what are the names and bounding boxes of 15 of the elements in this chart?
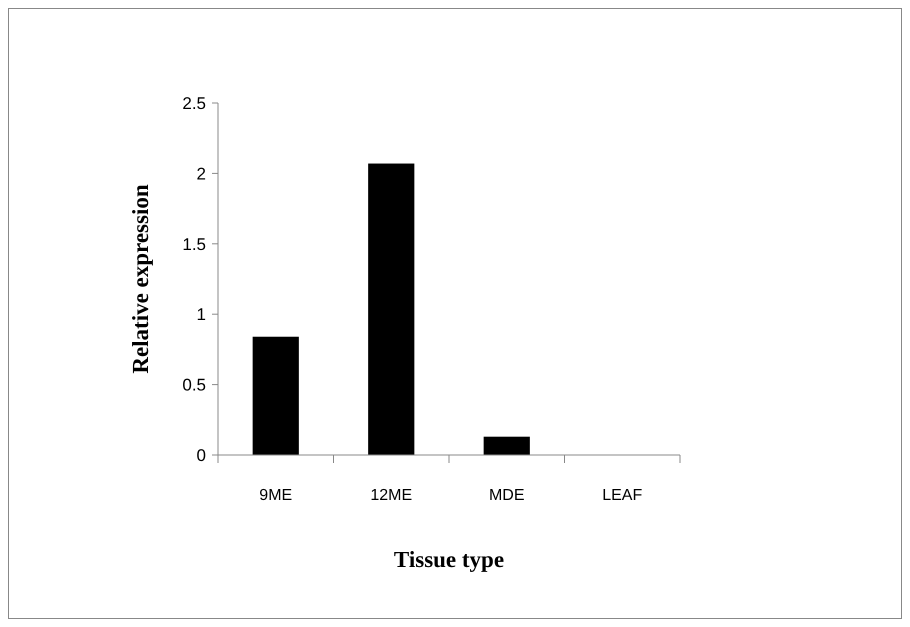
y-tick-label: 2 [196, 164, 206, 184]
x-tick-label: LEAF [602, 487, 642, 504]
bar [484, 436, 530, 455]
bar [252, 336, 299, 455]
y-tick-label: 0 [196, 446, 206, 465]
x-tick-label: 9ME [259, 487, 292, 504]
x-tick-label: MDE [488, 487, 525, 504]
y-tick-label: 0.5 [182, 376, 206, 395]
x-tick-label: 12ME [370, 487, 412, 504]
x-axis-title: Tissue type [394, 547, 504, 572]
y-tick-label: 2.5 [182, 94, 206, 113]
y-tick-label: 1.5 [182, 234, 206, 254]
y-axis-title: Relative expression [128, 184, 153, 374]
bar [368, 164, 414, 455]
y-tick-label: 1 [196, 305, 206, 324]
